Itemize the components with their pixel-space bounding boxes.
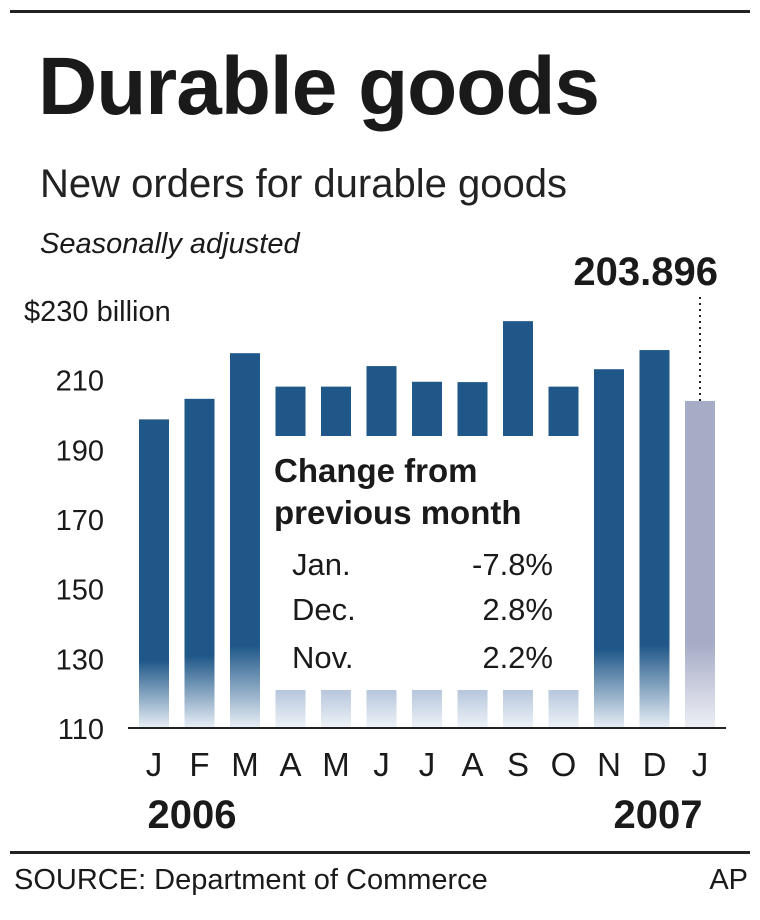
y-tick-label: 130 <box>56 644 104 676</box>
bar-base <box>548 690 579 728</box>
y-tick-label: $230 billion <box>24 296 171 328</box>
inset-row-month: Jan. <box>292 547 351 582</box>
bar-base <box>275 690 306 728</box>
inset-row-change: 2.8% <box>482 592 553 627</box>
bar-base <box>412 690 442 728</box>
chart-title: Durable goods <box>38 41 600 132</box>
chart-subtitle: New orders for durable goods <box>40 162 567 206</box>
x-tick-label: J <box>419 746 436 783</box>
y-tick-label: 170 <box>56 505 104 537</box>
y-axis: 110 130 150 170 190 210 $230 billion <box>24 296 171 746</box>
bar <box>457 382 488 436</box>
x-tick-label: A <box>279 746 301 783</box>
inset-row-change: -7.8% <box>472 547 553 582</box>
x-tick-label: J <box>373 746 390 783</box>
inset-table-background <box>266 444 584 688</box>
bar <box>503 321 533 436</box>
bar <box>548 386 579 436</box>
bar <box>230 353 260 728</box>
inset-title-line1: Change from <box>274 452 478 489</box>
x-tick-label: S <box>507 746 529 783</box>
x-tick-label: O <box>551 746 577 783</box>
bar-base <box>457 690 488 728</box>
highlight-value-label: 203.896 <box>573 250 718 294</box>
bar <box>321 386 351 436</box>
x-tick-label: M <box>322 746 350 783</box>
bar <box>275 386 306 436</box>
bar <box>184 398 215 728</box>
bottom-rule <box>10 851 750 854</box>
inset-table: Change from previous month Jan. -7.8% De… <box>274 452 553 675</box>
y-tick-label: 150 <box>56 575 104 607</box>
bar-base <box>321 690 351 728</box>
bar-series <box>139 321 715 728</box>
bar <box>366 366 397 436</box>
bar <box>594 369 624 728</box>
bar <box>139 419 169 728</box>
source-note: SOURCE: Department of Commerce <box>14 864 488 896</box>
x-tick-label: A <box>461 746 483 783</box>
y-tick-label: 110 <box>58 714 104 746</box>
inset-title-line2: previous month <box>274 494 522 531</box>
inset-row-month: Nov. <box>292 640 353 675</box>
y-tick-label: 210 <box>56 366 104 398</box>
bar <box>639 350 670 728</box>
credit-label: AP <box>709 864 748 896</box>
highlight-bar <box>685 400 715 728</box>
x-tick-label: F <box>189 746 209 783</box>
inset-row-month: Dec. <box>292 592 356 627</box>
x-tick-label: M <box>231 746 259 783</box>
bar-base <box>503 690 533 728</box>
inset-row-change: 2.2% <box>482 640 553 675</box>
y-tick-label: 190 <box>56 435 104 467</box>
top-rule <box>10 10 750 13</box>
x-tick-label: D <box>643 746 667 783</box>
bar <box>412 381 442 436</box>
x-tick-label: N <box>597 746 621 783</box>
year-label-2006: 2006 <box>148 793 237 837</box>
bar-base <box>366 690 397 728</box>
x-tick-label: J <box>692 746 709 783</box>
year-label-2007: 2007 <box>614 793 703 837</box>
x-tick-label: J <box>146 746 163 783</box>
chart-note: Seasonally adjusted <box>40 228 300 260</box>
